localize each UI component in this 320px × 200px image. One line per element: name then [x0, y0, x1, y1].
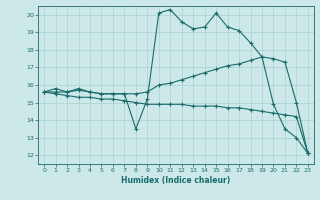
X-axis label: Humidex (Indice chaleur): Humidex (Indice chaleur) [121, 176, 231, 185]
